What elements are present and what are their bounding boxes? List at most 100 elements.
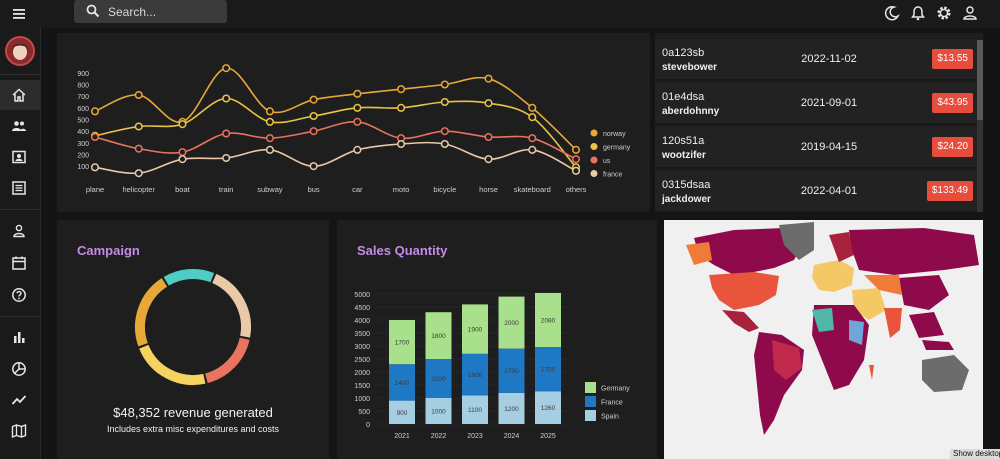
bar-france[interactable] xyxy=(498,348,525,393)
data-point-us[interactable] xyxy=(309,127,318,136)
series-line-france[interactable] xyxy=(94,141,577,175)
data-point-france[interactable] xyxy=(134,169,143,178)
transactions-scrollbar[interactable] xyxy=(977,40,983,212)
data-point-germany[interactable] xyxy=(528,113,537,122)
bar-spain[interactable] xyxy=(389,400,415,424)
data-point-us[interactable] xyxy=(353,117,362,126)
data-point-norway[interactable] xyxy=(90,107,100,116)
sidebar-item-invoices[interactable] xyxy=(0,173,40,203)
data-point-germany[interactable] xyxy=(309,111,318,121)
data-point-france[interactable] xyxy=(265,145,274,154)
data-point-norway[interactable] xyxy=(309,95,318,104)
avatar[interactable] xyxy=(5,36,35,66)
sidebar-item-calendar[interactable] xyxy=(0,248,40,278)
transaction-id: 0a123sb xyxy=(662,47,705,59)
data-point-us[interactable] xyxy=(528,134,537,143)
donut-segment[interactable] xyxy=(139,344,206,385)
data-point-france[interactable] xyxy=(397,139,406,149)
data-point-norway[interactable] xyxy=(440,80,449,89)
gear-icon[interactable] xyxy=(935,4,953,22)
data-point-norway[interactable] xyxy=(571,145,581,154)
sidebar-item-pie[interactable] xyxy=(0,354,40,384)
transaction-row[interactable]: 01e4dsa aberdohnny 2021-09-01 $43.95 xyxy=(655,83,977,125)
bar-germany[interactable] xyxy=(425,312,452,359)
data-point-germany[interactable] xyxy=(353,103,362,112)
sidebar-item-profile[interactable] xyxy=(0,216,40,246)
data-point-us[interactable] xyxy=(440,127,449,136)
data-point-norway[interactable] xyxy=(134,90,143,100)
data-point-france[interactable] xyxy=(222,153,231,163)
data-point-us[interactable] xyxy=(265,134,274,143)
search-icon[interactable] xyxy=(86,4,100,18)
donut-segment[interactable] xyxy=(212,273,251,338)
menu-button[interactable] xyxy=(8,3,30,25)
data-point-germany[interactable] xyxy=(484,99,493,108)
bar-germany[interactable] xyxy=(535,292,561,348)
donut-segment[interactable] xyxy=(204,337,250,384)
bar-germany[interactable] xyxy=(498,296,525,349)
legend-marker-france xyxy=(585,396,596,407)
data-point-us[interactable] xyxy=(134,144,143,153)
data-point-us[interactable] xyxy=(222,129,231,138)
sidebar-item-faq[interactable] xyxy=(0,280,40,310)
data-point-france[interactable] xyxy=(571,166,581,175)
x-tick-label: subway xyxy=(257,185,283,194)
bar-germany[interactable] xyxy=(389,320,415,365)
data-point-germany[interactable] xyxy=(397,103,406,112)
transaction-row[interactable]: 120s51a wootzifer 2019-04-15 $24.20 xyxy=(655,127,977,169)
world-map[interactable] xyxy=(664,220,983,459)
x-tick-label: boat xyxy=(175,185,191,194)
bar-value-label: 1260 xyxy=(541,405,556,412)
data-point-france[interactable] xyxy=(484,155,493,164)
data-point-germany[interactable] xyxy=(178,120,187,129)
donut-segment[interactable] xyxy=(135,278,168,347)
data-point-norway[interactable] xyxy=(397,85,406,94)
bell-icon[interactable] xyxy=(909,4,927,22)
data-point-us[interactable] xyxy=(178,148,187,157)
x-tick-label: horse xyxy=(479,185,498,194)
data-point-france[interactable] xyxy=(440,139,449,149)
data-point-germany[interactable] xyxy=(440,97,449,107)
data-point-france[interactable] xyxy=(178,155,187,164)
dark-mode-icon[interactable] xyxy=(883,4,901,22)
data-point-norway[interactable] xyxy=(265,107,274,116)
data-point-norway[interactable] xyxy=(222,64,231,73)
series-line-us[interactable] xyxy=(94,120,577,160)
data-point-norway[interactable] xyxy=(528,103,537,112)
data-point-germany[interactable] xyxy=(265,117,274,126)
data-point-france[interactable] xyxy=(353,145,362,154)
sidebar-item-home[interactable] xyxy=(0,80,40,110)
sidebar-item-line[interactable] xyxy=(0,385,40,415)
data-point-germany[interactable] xyxy=(222,94,231,103)
data-point-germany[interactable] xyxy=(134,122,143,131)
bar-spain[interactable] xyxy=(462,395,488,424)
bar-france[interactable] xyxy=(462,353,488,396)
user-icon[interactable] xyxy=(961,4,979,22)
bar-france[interactable] xyxy=(425,359,452,398)
data-point-us[interactable] xyxy=(484,132,493,142)
transaction-date: 2022-11-02 xyxy=(801,53,857,65)
data-point-france[interactable] xyxy=(309,162,318,171)
data-point-norway[interactable] xyxy=(484,74,493,83)
bar-france[interactable] xyxy=(535,347,561,392)
sidebar-item-geography[interactable] xyxy=(0,416,40,446)
data-point-france[interactable] xyxy=(528,145,537,154)
bar-spain[interactable] xyxy=(498,392,525,424)
bar-france[interactable] xyxy=(389,364,415,401)
transaction-row[interactable]: 0315dsaa jackdower 2022-04-01 $133.49 xyxy=(655,171,977,213)
data-point-us[interactable] xyxy=(571,155,581,164)
search-input[interactable] xyxy=(106,2,225,22)
sidebar-item-team[interactable] xyxy=(0,111,40,141)
sidebar-item-contacts[interactable] xyxy=(0,142,40,172)
data-point-france[interactable] xyxy=(90,163,100,172)
transactions-scroll-thumb[interactable] xyxy=(977,40,983,120)
show-desktop-button[interactable]: Show desktop xyxy=(950,449,1000,459)
bar-spain[interactable] xyxy=(425,398,452,424)
donut-segment[interactable] xyxy=(163,269,215,286)
bar-spain[interactable] xyxy=(535,391,561,424)
sidebar-item-bar[interactable] xyxy=(0,322,40,352)
data-point-us[interactable] xyxy=(90,132,100,142)
bar-germany[interactable] xyxy=(462,304,488,354)
transaction-row[interactable]: 0a123sb stevebower 2022-11-02 $13.55 xyxy=(655,39,977,81)
data-point-norway[interactable] xyxy=(353,89,362,98)
